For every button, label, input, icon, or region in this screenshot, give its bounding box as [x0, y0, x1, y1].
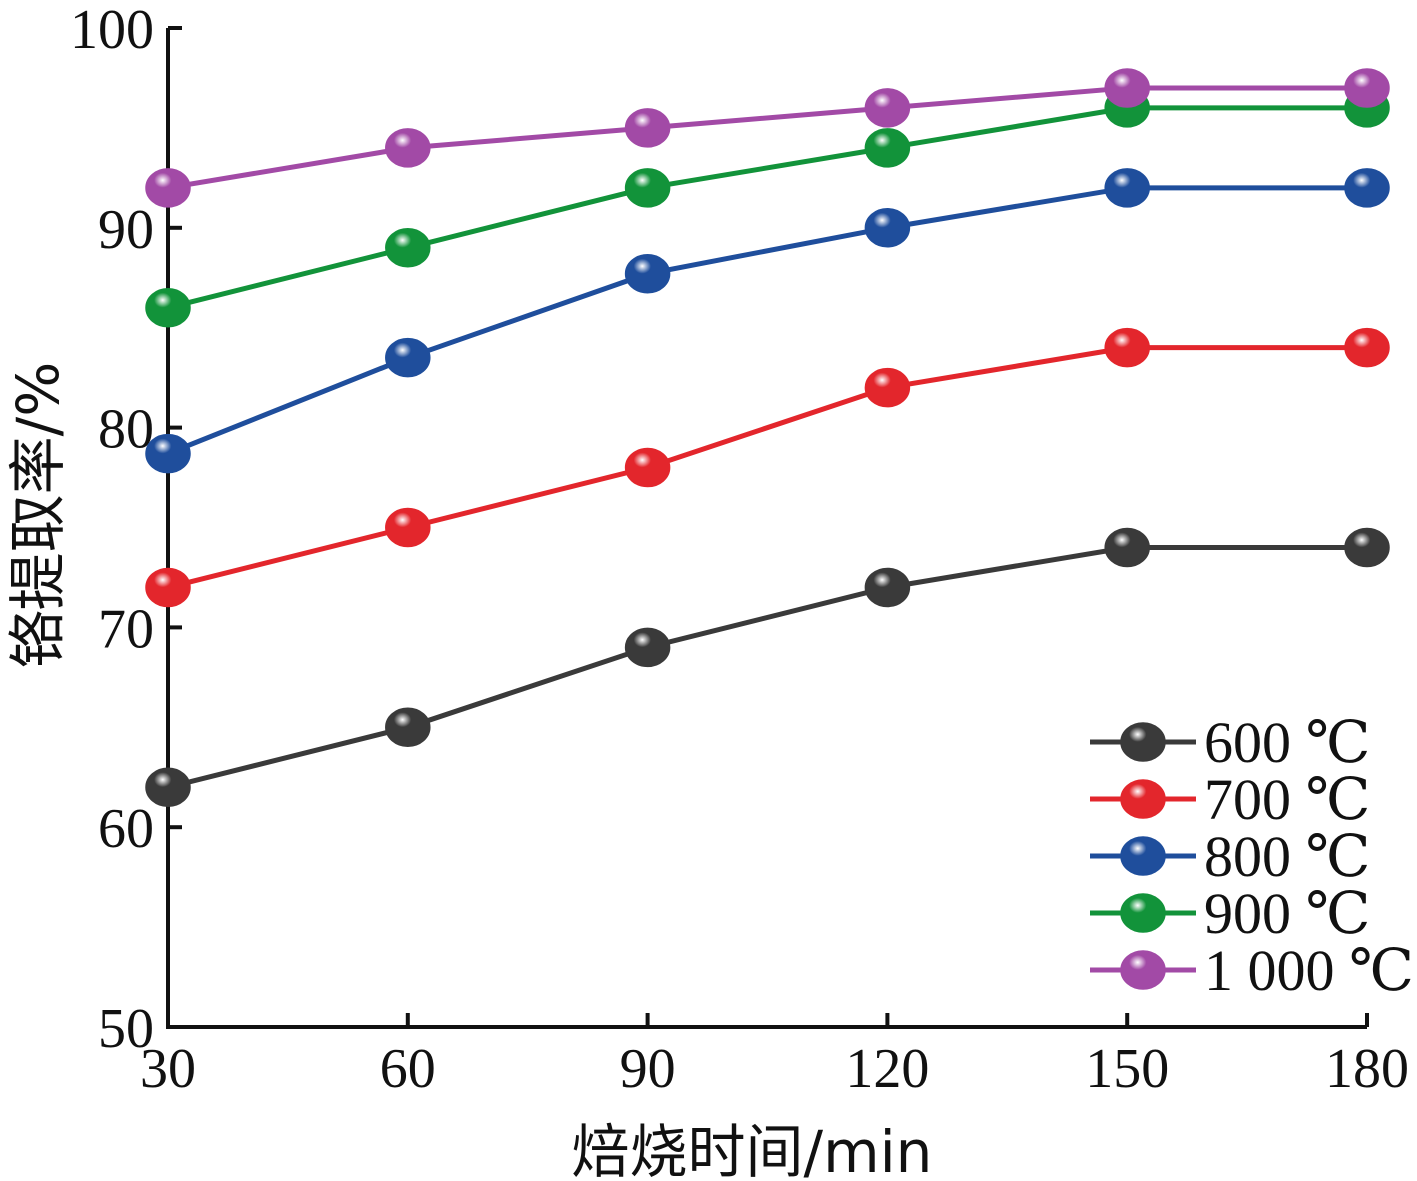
legend-marker [1120, 836, 1166, 876]
data-point [385, 707, 431, 748]
series-lines [167, 85, 1367, 790]
legend-label: 600 ℃ [1204, 710, 1370, 775]
y-tick-label: 80 [98, 399, 154, 461]
data-point [1344, 327, 1390, 368]
data-point [385, 507, 431, 548]
x-tick-label: 60 [380, 1038, 436, 1100]
y-tick-label: 70 [98, 598, 154, 660]
data-point [1344, 527, 1390, 568]
data-point [624, 108, 671, 148]
legend-label: 800 ℃ [1204, 824, 1370, 889]
series-markers [145, 68, 1390, 807]
series-line-4 [167, 85, 1367, 191]
data-point [145, 767, 191, 807]
data-point [624, 627, 671, 668]
legend-marker [1120, 950, 1166, 990]
data-point [385, 228, 431, 268]
x-tick-label: 90 [620, 1038, 676, 1100]
legend-marker [1120, 893, 1166, 933]
data-point [624, 254, 671, 294]
data-point [385, 128, 431, 168]
x-tick-label: 150 [1085, 1038, 1169, 1100]
data-point [1344, 168, 1390, 208]
series-line-2 [167, 185, 1367, 456]
x-tick-label: 180 [1325, 1038, 1409, 1100]
legend-marker [1120, 722, 1166, 762]
x-tick-label: 30 [140, 1038, 196, 1100]
y-tick-label: 50 [98, 998, 154, 1060]
data-point [145, 287, 191, 328]
data-point [1344, 68, 1390, 108]
data-point [624, 447, 671, 488]
axes: 50 60 70 80 90 100 30 60 90 120 150 180 [70, 0, 1409, 1100]
y-axis-title: 铬提取率/% [4, 362, 72, 669]
y-tick-label: 90 [98, 199, 154, 261]
data-point [145, 168, 191, 208]
data-point [1104, 168, 1150, 208]
y-tick-label: 60 [98, 798, 154, 860]
data-point [145, 567, 191, 608]
legend-label: 700 ℃ [1204, 767, 1370, 832]
data-point [385, 337, 431, 378]
data-point [864, 88, 911, 128]
data-point [624, 168, 671, 208]
legend-label: 1 000 ℃ [1204, 938, 1414, 1003]
axis-lines [166, 28, 1367, 1029]
data-point [864, 367, 911, 408]
data-point [1104, 527, 1150, 568]
series-line-3 [167, 105, 1367, 311]
data-point [1104, 327, 1150, 368]
legend-marker [1120, 779, 1166, 819]
data-point [864, 128, 911, 168]
x-axis-title: 焙烧时间/min [572, 1118, 933, 1181]
data-point [1104, 68, 1150, 108]
legend-label: 900 ℃ [1204, 881, 1370, 946]
data-point [864, 567, 911, 608]
series-line-0 [167, 544, 1367, 790]
data-point [145, 433, 191, 474]
x-tick-label: 120 [845, 1038, 929, 1100]
data-point [864, 208, 911, 248]
y-tick-label: 100 [70, 0, 154, 61]
series-line-1 [167, 345, 1367, 590]
